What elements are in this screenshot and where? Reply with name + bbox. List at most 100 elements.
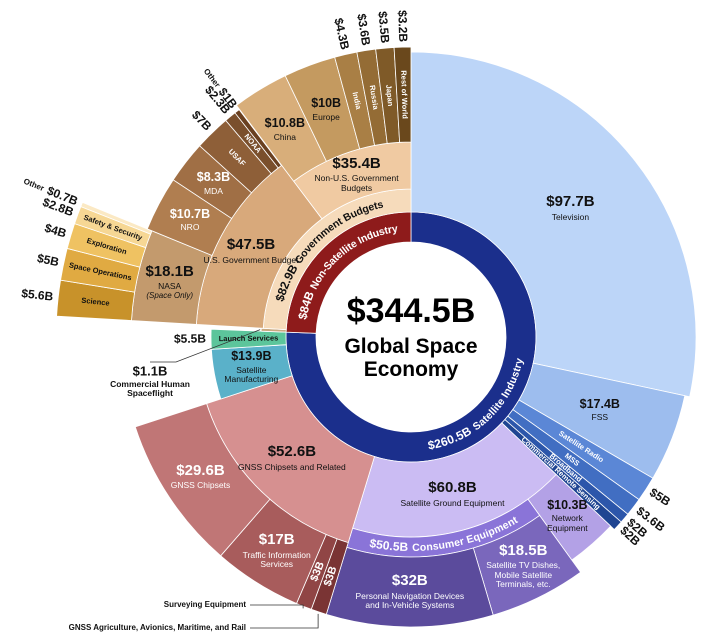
segment-value: $10.3B — [547, 497, 588, 512]
segment-value: $60.8B — [428, 479, 477, 497]
center-label: $344.5B Global Space Economy — [326, 277, 496, 397]
segment — [134, 403, 271, 557]
callout-value: $1.1B — [133, 363, 168, 378]
segment-name: India — [351, 91, 364, 111]
label-box: $47.5BU.S. Government Budget — [191, 214, 311, 288]
segment-value: $5B — [647, 485, 673, 509]
segment-value: $17.4B — [579, 396, 620, 411]
label-box: $35.4BNon-U.S. Government Budgets — [304, 137, 409, 211]
segment-value: $5B — [36, 251, 61, 269]
segment-label: $97.7B Television — [510, 171, 630, 245]
segment-value: $4B — [43, 221, 68, 241]
segment-value: $10.8B — [264, 116, 305, 131]
segment — [393, 46, 412, 143]
segment-value: $32B — [391, 572, 428, 590]
segment-label: $10B Europe — [298, 73, 354, 147]
segment-label: $18.5B Satellite TV Dishes, Mobile Satell… — [482, 529, 564, 603]
segment-label: $8.3B MDA — [185, 147, 241, 221]
segment-note: (Space Only) — [146, 290, 193, 300]
segment-label: $29.6B GNSS Chipsets — [140, 439, 260, 513]
segment-value: $18.5B — [499, 541, 548, 559]
center-circle — [318, 244, 504, 430]
segment-name: Europe — [312, 112, 340, 123]
segment-name: Satellite TV Dishes, Mobile Satellite Te… — [486, 560, 561, 589]
segment-label: $35.4B Non-U.S. Government Budgets — [304, 137, 409, 211]
segment-label: $32B Personal Navigation Devices and In-V… — [350, 555, 470, 629]
segment — [410, 51, 697, 398]
segment-value: $3.2B — [395, 10, 410, 43]
segment-name: U.S. Government Budget — [203, 254, 299, 265]
segment-name: NRO — [180, 222, 200, 233]
segment-label: $17.4B FSS — [569, 373, 630, 447]
segment-value: $5.6B — [21, 286, 55, 303]
segment-value: $8.3B — [196, 170, 231, 185]
segment-value: $29.6B — [176, 461, 225, 479]
segment-value: $47.5B — [226, 236, 276, 254]
segment-name: Non-U.S. Government Budgets — [314, 173, 399, 193]
segment-value: $5.5B — [174, 332, 207, 346]
callout-name: Surveying Equipment — [164, 600, 247, 609]
segment-value: $97.7B — [546, 193, 595, 211]
segment-name: MDA — [204, 185, 223, 196]
leader-line — [250, 604, 304, 609]
segment-name: Traffic Information Services — [242, 549, 311, 570]
segment-name: Science — [81, 296, 110, 308]
leader-line — [150, 329, 261, 363]
segment-label: $13.9B Satellite Manufacturing — [223, 330, 279, 404]
segment-label: $47.5B U.S. Government Budget — [191, 214, 311, 288]
segment-name: NASA — [158, 281, 182, 292]
segment-name: Japan — [384, 84, 395, 107]
segment-label: $52.6B GNSS Chipsets and Related — [232, 421, 352, 495]
segment-name: Russia — [368, 84, 381, 111]
segment-name: Personal Navigation Devices and In-Vehic… — [355, 590, 465, 611]
segment-value: $7B — [189, 108, 215, 134]
segment-label: $10.3B Network Equipment — [539, 479, 595, 553]
segment-name: Other — [22, 177, 45, 193]
segment-name: GNSS Chipsets and Related — [238, 461, 346, 472]
segment-label: $18.1B NASA (Space Only) — [131, 245, 209, 319]
segment-value: $50.5B — [368, 536, 408, 554]
segment-name: Satellite Manufacturing — [224, 364, 279, 385]
callout-name: GNSS Agriculture, Avionics, Maritime, an… — [69, 623, 246, 632]
total-value: $344.5B — [346, 292, 476, 331]
segment-value: $52.6B — [267, 443, 317, 461]
segment-value: $4.3B — [331, 17, 352, 52]
segment-label: $10.8B China — [257, 93, 313, 167]
segment-name: Launch Services — [219, 333, 279, 343]
segment-value: $17B — [258, 531, 295, 549]
segment-name: Network Equipment — [547, 513, 588, 533]
segment-value: $35.4B — [332, 154, 381, 172]
segment-name: Television — [551, 211, 590, 222]
segment-label: $17B Traffic Information Services — [240, 514, 314, 588]
total-name: Global Space Economy — [344, 334, 478, 381]
segment-value: $18.1B — [145, 262, 194, 280]
leader-line — [250, 613, 319, 629]
segment-value: $10.7B — [169, 206, 211, 221]
segment-label: $10.7B NRO — [162, 183, 218, 257]
segment-value: $13.9B — [231, 349, 272, 364]
segment-label: $60.8B Satellite Ground Equipment — [392, 457, 512, 531]
segment-value: $10B — [311, 96, 342, 111]
label-box: Commercial Human Spaceflight — [110, 380, 190, 399]
callout-name: Commercial Human Spaceflight — [110, 380, 190, 399]
segment-name: Satellite Ground Equipment — [400, 497, 505, 508]
segment-name: GNSS Chipsets — [170, 480, 231, 490]
segment-name: Rest of World — [399, 70, 409, 119]
segment-name: FSS — [591, 412, 609, 423]
